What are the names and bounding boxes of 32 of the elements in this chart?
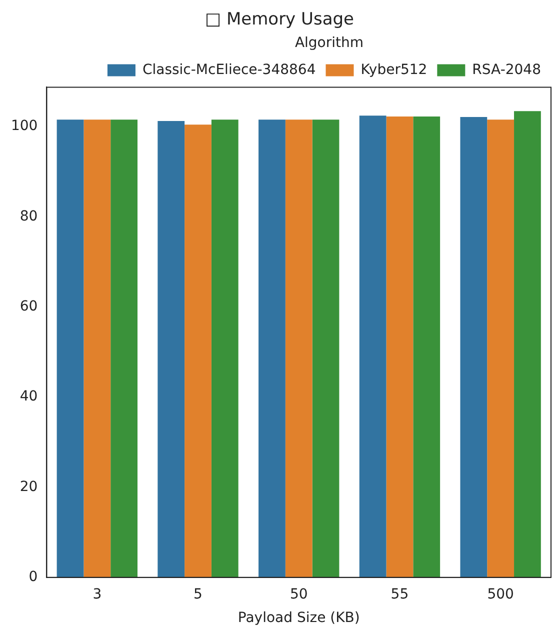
bar: [285, 120, 312, 578]
y-tick-label: 80: [20, 208, 38, 224]
bar: [184, 124, 212, 578]
legend-label: Kyber512: [360, 62, 428, 78]
bar: [514, 111, 541, 578]
bar: [413, 116, 440, 578]
bar: [56, 120, 84, 578]
bar: [312, 120, 340, 578]
x-tick-label: 50: [290, 586, 308, 602]
legend-title: Algorithm: [294, 35, 364, 52]
bar: [386, 116, 414, 578]
bar: [487, 120, 514, 578]
y-tick-label: 60: [20, 298, 38, 314]
bar: [211, 120, 238, 578]
bar: [158, 121, 185, 578]
x-axis-title: Payload Size (KB): [238, 610, 360, 626]
bar: [359, 116, 386, 578]
x-tick-label: 5: [194, 586, 202, 602]
x-tick-label: 500: [487, 586, 514, 602]
y-tick-label: 20: [20, 478, 38, 495]
bar: [84, 120, 111, 578]
y-tick-label: 0: [28, 569, 38, 586]
bar: [110, 120, 138, 578]
bar: [460, 116, 488, 578]
y-tick-label: 40: [20, 388, 38, 405]
y-tick-label: 100: [10, 118, 38, 134]
bar: [258, 120, 286, 578]
x-tick-label: 55: [390, 586, 409, 602]
x-tick-label: 3: [92, 586, 102, 602]
legend-label: Classic-McEliece-348864: [142, 62, 316, 78]
chart-title: □ Memory Usage: [205, 10, 354, 30]
legend-label: RSA-2048: [472, 62, 542, 78]
